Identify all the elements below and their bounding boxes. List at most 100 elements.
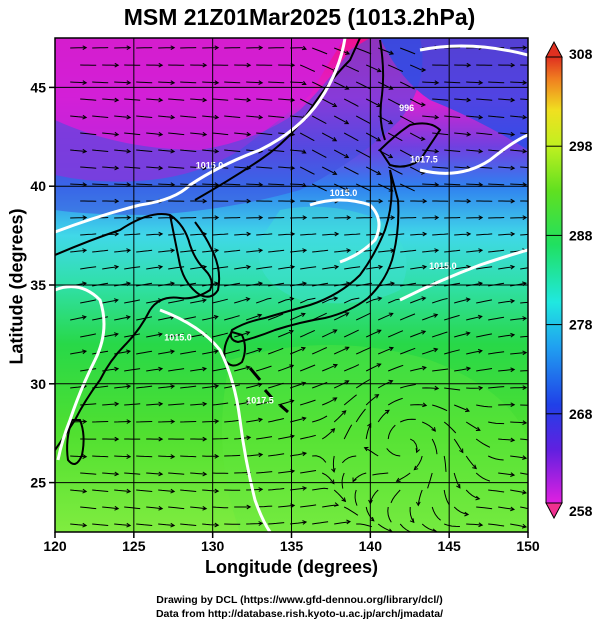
streamline (234, 233, 251, 236)
streamline (488, 316, 505, 321)
y-tick-label: 45 (30, 79, 46, 95)
streamline (234, 132, 251, 136)
streamline-arrowhead (158, 401, 164, 407)
streamline (453, 438, 464, 453)
streamline (70, 455, 87, 458)
streamline-arrowhead (510, 437, 516, 443)
streamline (454, 233, 471, 236)
streamline-arrowhead (202, 62, 208, 68)
streamline (136, 183, 153, 186)
streamline (432, 404, 448, 412)
streamline-arrowhead (246, 435, 252, 441)
streamline-arrowhead (341, 497, 347, 503)
streamline-arrowhead (522, 45, 528, 51)
streamline-arrowhead (170, 454, 176, 459)
isobar-label: 996 (399, 103, 414, 113)
streamline (333, 346, 350, 355)
streamline (366, 233, 383, 236)
streamline (388, 330, 404, 338)
streamline (70, 183, 87, 186)
y-axis-label: Latitude (degrees) (6, 208, 27, 365)
streamline-arrowhead (126, 488, 132, 494)
streamline (124, 233, 141, 236)
streamline (299, 132, 315, 142)
streamline (224, 419, 241, 423)
streamline (290, 417, 306, 423)
streamline (300, 399, 316, 406)
colorbar-tick-label: 268 (569, 406, 593, 422)
streamline (400, 217, 417, 219)
streamline-arrowhead (510, 198, 516, 204)
streamline (355, 312, 371, 321)
streamline-arrowhead (333, 296, 339, 301)
streamline-arrowhead (369, 516, 375, 522)
isobar-line (55, 285, 106, 461)
streamline (453, 472, 461, 489)
streamline (158, 149, 175, 152)
streamline (410, 64, 426, 71)
streamline (102, 132, 119, 136)
streamline (422, 183, 439, 186)
streamline (365, 297, 382, 304)
streamline (372, 472, 389, 476)
streamline (92, 350, 109, 355)
streamline (190, 98, 207, 101)
streamline (180, 523, 197, 526)
streamline-arrowhead (246, 131, 252, 137)
streamline (454, 298, 470, 304)
colorbar: 258 268 278 288 298 308 (545, 40, 593, 520)
streamline (422, 81, 439, 84)
streamline (124, 403, 141, 406)
streamline (365, 98, 381, 107)
streamline (290, 521, 307, 525)
streamline (410, 233, 427, 236)
streamline (387, 98, 403, 107)
isobar-line (419, 133, 528, 175)
streamline (388, 266, 405, 270)
streamline (124, 368, 141, 372)
streamline (422, 348, 438, 355)
streamline-arrowhead (214, 488, 220, 494)
streamline-arrowhead (465, 331, 471, 336)
streamline (202, 249, 219, 253)
isobar-label: 1017.5 (410, 154, 438, 164)
sakhalin-coastline (379, 39, 386, 141)
streamline (510, 317, 527, 321)
streamline-arrowhead (376, 170, 382, 175)
streamline (352, 472, 367, 482)
streamline-arrowhead (170, 215, 176, 221)
streamline-arrowhead (170, 248, 176, 253)
streamline (333, 489, 346, 502)
streamline-arrowhead (114, 97, 120, 103)
streamline (202, 115, 219, 118)
streamline (488, 386, 505, 389)
streamline (158, 421, 175, 423)
streamline (476, 404, 493, 408)
streamline (158, 489, 175, 492)
streamline (136, 115, 153, 118)
streamline-arrowhead (213, 315, 219, 320)
isobar-line (159, 308, 272, 532)
streamline (168, 98, 185, 101)
x-tick-label: 145 (437, 538, 461, 554)
streamline (256, 436, 273, 440)
streamline (290, 149, 306, 154)
streamline-arrowhead (478, 114, 484, 120)
streamline (476, 233, 493, 236)
streamline (146, 132, 163, 136)
streamline (146, 472, 163, 475)
streamline-arrowhead (388, 85, 394, 90)
streamline-arrowhead (213, 349, 219, 354)
streamline-arrowhead (376, 137, 382, 142)
streamline (466, 523, 483, 526)
streamline (268, 522, 285, 525)
streamline (190, 403, 207, 406)
streamline-arrowhead (409, 518, 415, 524)
streamline (234, 298, 250, 304)
streamline-arrowhead (114, 264, 120, 270)
streamline (386, 448, 401, 457)
streamline-arrowhead (510, 97, 516, 103)
streamline (409, 506, 415, 523)
streamline (488, 81, 505, 84)
streamline (268, 115, 285, 118)
